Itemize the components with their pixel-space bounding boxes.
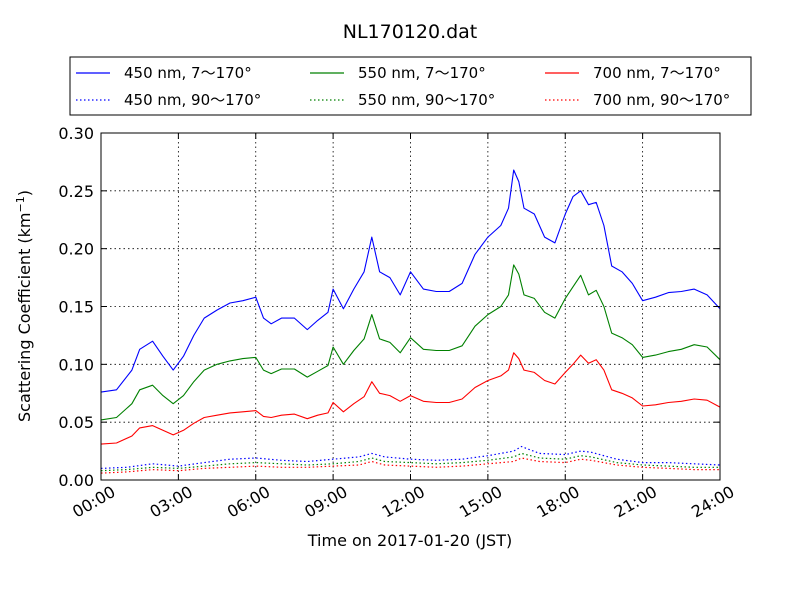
y-tick-label: 0.15 xyxy=(58,298,94,317)
grid xyxy=(101,133,720,480)
x-tick-label: 09:00 xyxy=(301,482,350,522)
legend-label-3: 700 nm, 7～170° xyxy=(593,64,721,82)
legend-label-6: 700 nm, 90～170° xyxy=(593,91,730,109)
legend-label-2: 550 nm, 7～170° xyxy=(358,64,486,82)
series-line-6 xyxy=(100,457,720,474)
x-tick-label: 03:00 xyxy=(147,482,196,522)
legend-label-1: 450 nm, 7～170° xyxy=(124,64,252,82)
plot-area xyxy=(100,169,721,474)
legend-label-5: 550 nm, 90～170° xyxy=(358,91,495,109)
legend-frame xyxy=(69,56,752,116)
series-line-3 xyxy=(100,352,721,445)
y-axis-label-close: ) xyxy=(15,190,34,196)
x-tick-label: 12:00 xyxy=(379,482,428,522)
x-tick-label: 06:00 xyxy=(224,482,273,522)
y-tick-label: 0.05 xyxy=(58,413,94,432)
series-line-5 xyxy=(100,452,720,472)
y-axis-label-superscript: −1 xyxy=(14,196,27,212)
x-tick-label: 15:00 xyxy=(456,482,505,522)
y-tick-label: 0.30 xyxy=(58,124,94,143)
x-tick-label: 21:00 xyxy=(611,482,660,522)
y-tick-label: 0.10 xyxy=(58,355,94,374)
axis-ticks: 00:00 03:00 06:00 09:00 12:00 15:00 18:00 21:00… xyxy=(58,124,737,522)
x-axis-label: Time on 2017-01-20 (JST) xyxy=(307,531,512,550)
legend-label-4: 450 nm, 90～170° xyxy=(124,91,261,109)
y-tick-label: 0.25 xyxy=(58,182,94,201)
plot-frame xyxy=(100,132,721,481)
y-axis-label: Scattering Coefficient (km−1) xyxy=(14,190,34,422)
series-line-1 xyxy=(100,169,721,393)
x-tick-label: 18:00 xyxy=(533,482,582,522)
series-line-4 xyxy=(100,445,721,469)
chart-title: NL170120.dat xyxy=(343,21,478,43)
y-tick-label: 0.00 xyxy=(58,471,94,490)
y-axis-label-main: Scattering Coefficient (km xyxy=(15,212,34,422)
y-tick-label: 0.20 xyxy=(58,240,94,259)
legend: 450 nm, 7～170° 550 nm, 7～170° 700 nm, 7～17… xyxy=(69,56,752,116)
x-tick-label: 24:00 xyxy=(688,482,737,522)
series-line-2 xyxy=(100,264,721,421)
